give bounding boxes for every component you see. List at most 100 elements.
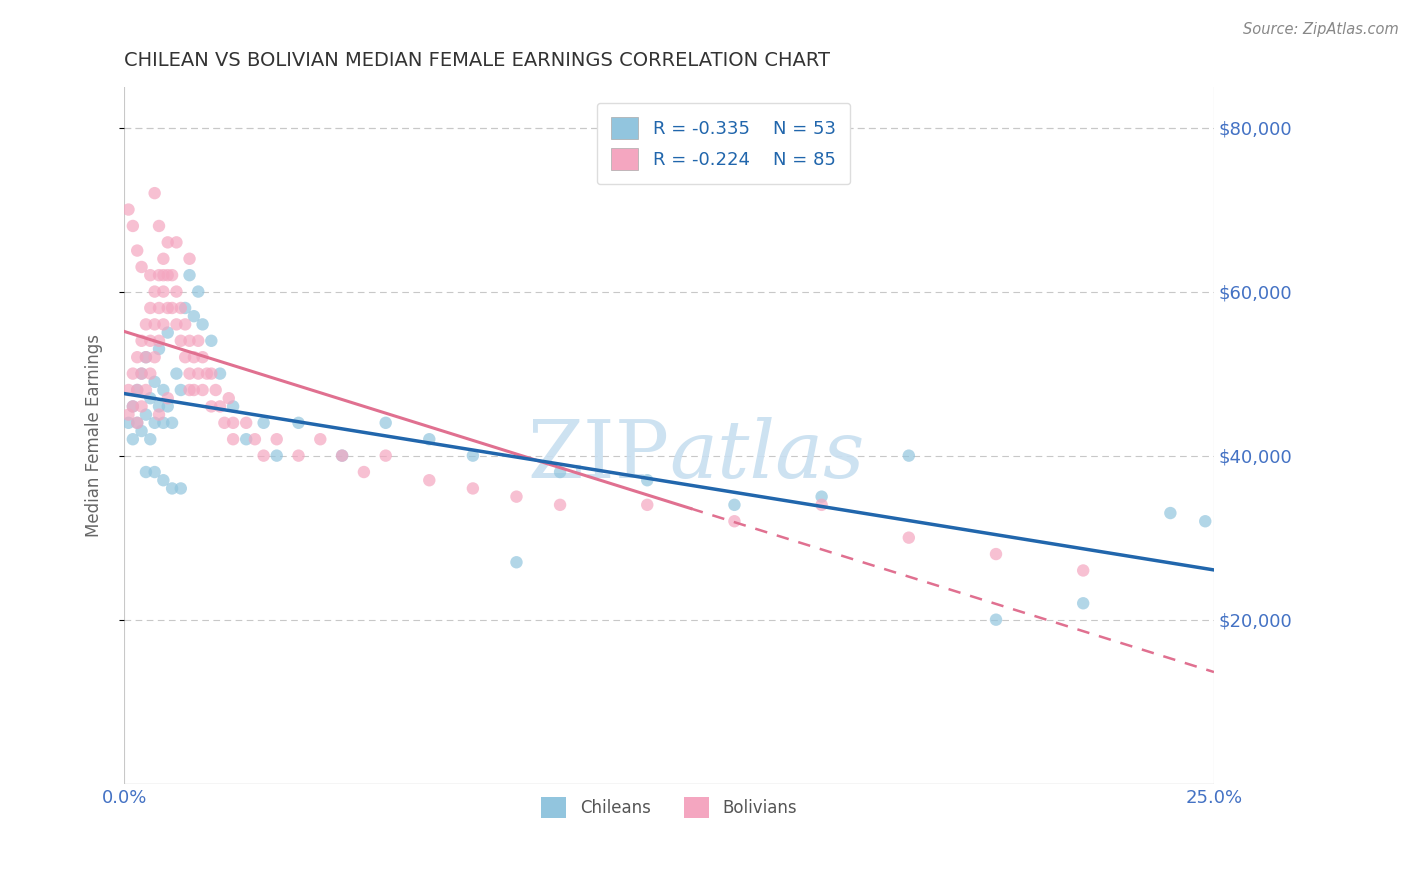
Point — [353, 465, 375, 479]
Point — [723, 514, 745, 528]
Point — [287, 416, 309, 430]
Point — [152, 383, 174, 397]
Point — [143, 465, 166, 479]
Point — [1071, 564, 1094, 578]
Point — [222, 416, 245, 430]
Point — [127, 416, 149, 430]
Point — [127, 383, 149, 397]
Point — [131, 334, 153, 348]
Point — [156, 268, 179, 282]
Point — [200, 400, 222, 414]
Point — [127, 416, 149, 430]
Point — [204, 383, 226, 397]
Point — [208, 400, 231, 414]
Point — [121, 400, 143, 414]
Point — [461, 449, 484, 463]
Point — [636, 498, 658, 512]
Point — [461, 482, 484, 496]
Point — [127, 350, 149, 364]
Point — [143, 285, 166, 299]
Point — [160, 268, 183, 282]
Point — [191, 383, 214, 397]
Point — [135, 350, 157, 364]
Text: CHILEAN VS BOLIVIAN MEDIAN FEMALE EARNINGS CORRELATION CHART: CHILEAN VS BOLIVIAN MEDIAN FEMALE EARNIN… — [124, 51, 830, 70]
Point — [131, 367, 153, 381]
Point — [127, 383, 149, 397]
Text: ZIP: ZIP — [527, 417, 669, 495]
Point — [897, 531, 920, 545]
Point — [143, 416, 166, 430]
Point — [810, 498, 832, 512]
Point — [148, 301, 170, 315]
Point — [810, 490, 832, 504]
Text: Source: ZipAtlas.com: Source: ZipAtlas.com — [1243, 22, 1399, 37]
Point — [287, 449, 309, 463]
Y-axis label: Median Female Earnings: Median Female Earnings — [86, 334, 103, 537]
Point — [208, 367, 231, 381]
Point — [152, 473, 174, 487]
Point — [143, 350, 166, 364]
Point — [117, 408, 139, 422]
Point — [374, 416, 396, 430]
Point — [253, 449, 276, 463]
Point — [179, 334, 201, 348]
Point — [243, 432, 266, 446]
Point — [309, 432, 332, 446]
Point — [165, 235, 187, 250]
Point — [156, 391, 179, 405]
Point — [418, 432, 440, 446]
Point — [179, 268, 201, 282]
Point — [195, 367, 218, 381]
Point — [330, 449, 353, 463]
Point — [121, 367, 143, 381]
Point — [183, 309, 205, 323]
Point — [148, 268, 170, 282]
Point — [191, 318, 214, 332]
Point — [266, 432, 288, 446]
Point — [200, 367, 222, 381]
Point — [131, 260, 153, 274]
Point — [183, 350, 205, 364]
Point — [222, 432, 245, 446]
Point — [148, 408, 170, 422]
Point — [235, 432, 257, 446]
Point — [143, 186, 166, 201]
Point — [170, 383, 193, 397]
Point — [165, 318, 187, 332]
Point — [143, 318, 166, 332]
Point — [139, 268, 162, 282]
Point — [253, 416, 276, 430]
Point — [152, 285, 174, 299]
Point — [179, 383, 201, 397]
Point — [121, 432, 143, 446]
Point — [131, 400, 153, 414]
Point — [139, 301, 162, 315]
Point — [131, 424, 153, 438]
Point — [135, 350, 157, 364]
Point — [1194, 514, 1216, 528]
Point — [139, 391, 162, 405]
Point — [152, 318, 174, 332]
Point — [148, 342, 170, 356]
Point — [170, 334, 193, 348]
Point — [135, 383, 157, 397]
Point — [127, 244, 149, 258]
Point — [148, 400, 170, 414]
Point — [156, 235, 179, 250]
Legend: Chileans, Bolivians: Chileans, Bolivians — [534, 790, 803, 824]
Point — [170, 482, 193, 496]
Point — [174, 301, 197, 315]
Point — [636, 473, 658, 487]
Point — [121, 219, 143, 233]
Point — [148, 219, 170, 233]
Point — [156, 400, 179, 414]
Point — [183, 383, 205, 397]
Point — [135, 318, 157, 332]
Point — [135, 465, 157, 479]
Point — [165, 285, 187, 299]
Point — [235, 416, 257, 430]
Point — [170, 301, 193, 315]
Point — [418, 473, 440, 487]
Point — [330, 449, 353, 463]
Point — [187, 285, 209, 299]
